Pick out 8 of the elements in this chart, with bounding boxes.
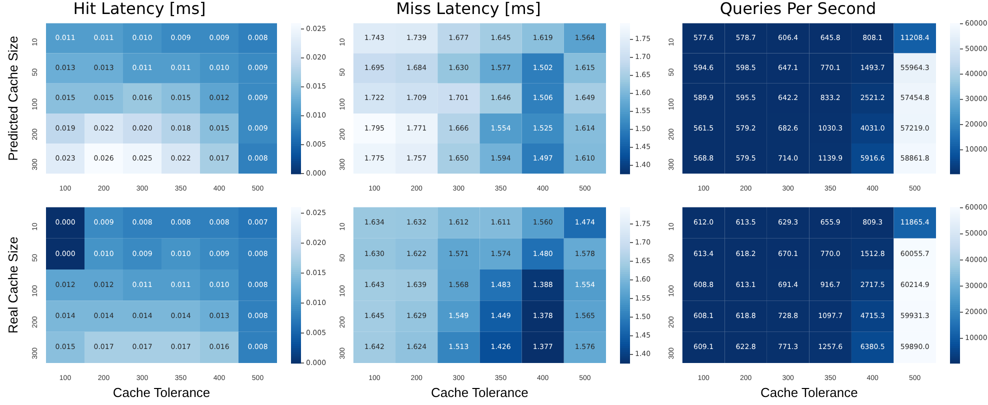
x-axis-title: Cache Tolerance [760,384,858,400]
y-axis-title: Real Cache Size [5,236,20,334]
y-axis-title: Predicted Cache Size [5,36,20,161]
x-axis-title: Cache Tolerance [431,384,528,400]
chart-title: Hit Latency [ms] [73,0,206,18]
chart-title: Miss Latency [ms] [396,0,541,18]
x-axis-title: Cache Tolerance [112,384,210,400]
chart-title: Queries Per Second [720,0,876,18]
